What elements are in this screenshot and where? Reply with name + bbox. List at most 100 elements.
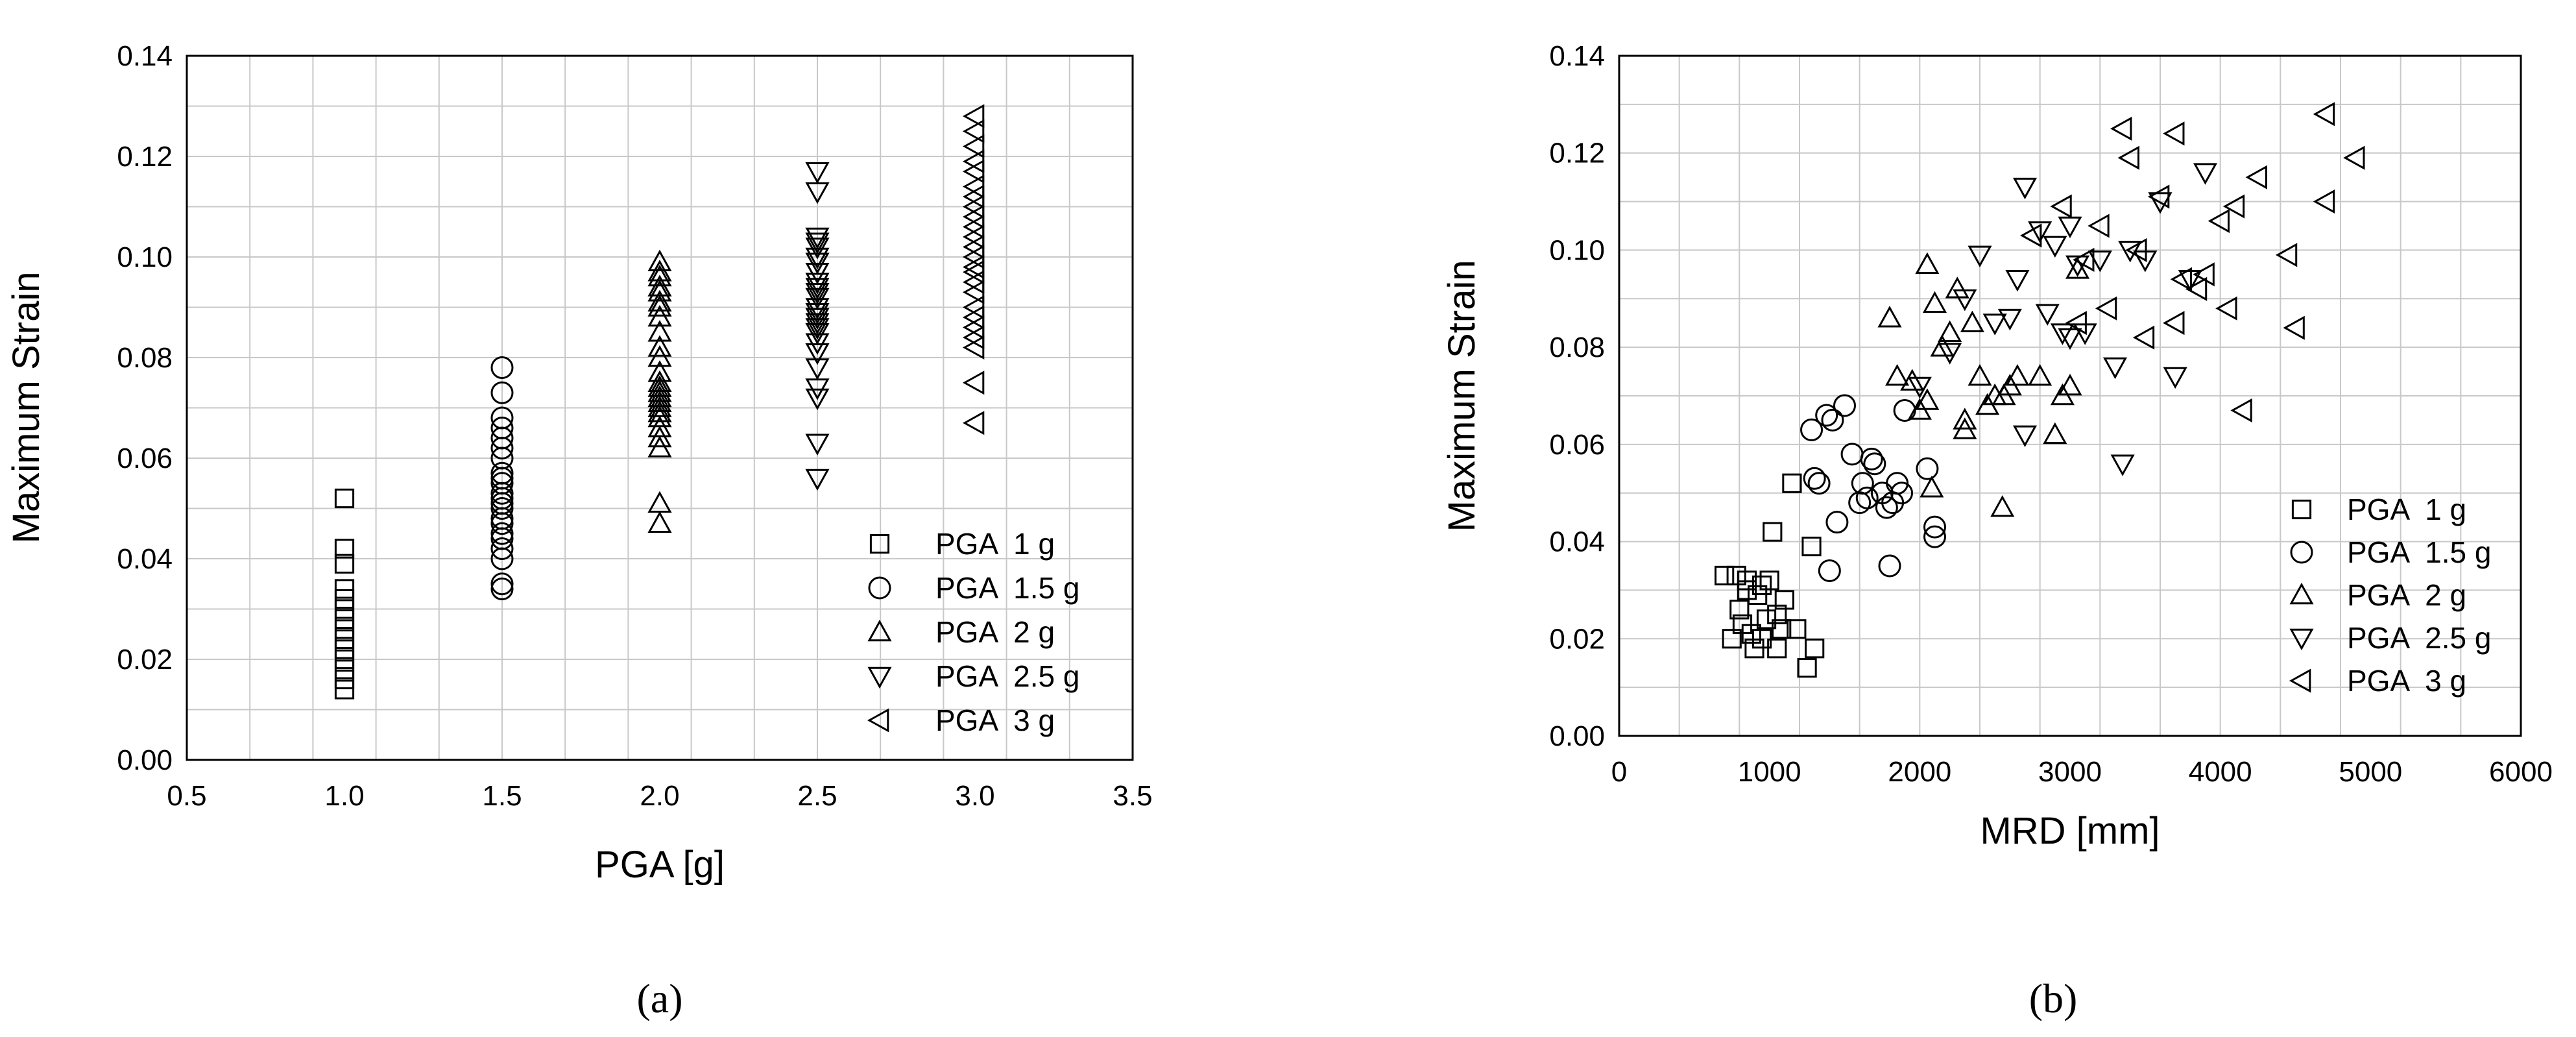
data-point [1923,525,1946,548]
data-point [1982,313,2007,336]
legend: PGA 1 g PGA 1.5 g PGA 2 g PGA 2.5 g PGA 3 g [867,527,1079,737]
data-point [647,295,672,317]
legend-label: PGA 1 g [2347,493,2466,526]
data-point [1855,486,1879,509]
data-point [2073,247,2095,272]
series-1 [1715,473,1825,678]
data-point [2215,296,2237,321]
data-point [2313,102,2335,127]
data-point [490,497,514,520]
data-point [1715,565,1735,586]
data-point [2050,194,2072,219]
legend-marker [869,533,890,554]
data-point [962,149,985,174]
data-point [2245,165,2267,189]
data-point [805,238,830,260]
y-tick-label: 0.06 [1549,429,1605,461]
legend-label: PGA 3 g [2347,664,2466,698]
data-point [1807,472,1831,495]
data-point [334,579,355,599]
data-point [334,539,355,559]
data-point [1805,639,1825,659]
data-point [1885,363,1910,386]
data-point [1990,495,2015,517]
data-point [1726,565,1746,586]
data-point [1968,245,1992,268]
x-tick-label: 3.5 [1113,780,1152,812]
data-point [1930,335,1955,357]
y-tick-label: 0.14 [1549,40,1605,72]
data-point [805,388,830,411]
data-point [490,381,514,404]
data-point [805,162,830,184]
data-point [1851,472,1874,495]
x-tick-label: 0 [1611,756,1627,788]
data-point [1825,511,1849,534]
data-point [490,537,514,560]
data-point [805,262,830,285]
x-tick-label: 5000 [2339,756,2402,788]
y-tick-label: 0.04 [117,543,173,575]
data-point [490,356,514,379]
x-axis-title: MRD [mm] [1980,810,2160,852]
data-point [2050,323,2075,345]
series-5 [962,104,985,435]
data-point [1737,580,1757,600]
data-point [1878,554,1901,578]
data-point [2005,270,2030,292]
data-point [2163,121,2185,146]
data-point [2088,250,2112,273]
data-point [1722,629,1742,649]
data-point [2313,189,2335,214]
data-point [647,249,672,272]
y-tick-label: 0.08 [1549,332,1605,363]
legend: PGA 1 g PGA 1.5 g PGA 2 g PGA 2.5 g PGA 3 g [2289,493,2491,698]
legend-marker [2289,668,2311,693]
data-point [1729,600,1750,620]
x-tick-label: 3.0 [955,780,994,812]
data-point [2035,304,2060,326]
data-point [1923,515,1946,539]
data-point [334,554,355,574]
x-tick-label: 2.0 [640,780,679,812]
y-tick-label: 0.10 [117,241,173,273]
data-point [334,679,355,700]
data-point [805,278,830,300]
x-axis-title: PGA [g] [595,844,725,886]
legend-marker [867,666,892,689]
data-point [1992,383,2016,406]
data-point [490,417,514,439]
legend-label: PGA 2.5 g [2347,621,2491,655]
data-point [1860,447,1883,470]
data-point [2193,163,2218,185]
data-point [1800,418,1824,441]
data-point [2005,363,2030,386]
data-point [334,488,355,509]
data-point [490,572,514,596]
data-point [334,599,355,619]
data-point [1797,658,1817,678]
y-tick-label: 0.06 [117,443,173,474]
legend-label: PGA 3 g [935,703,1055,737]
data-point [2028,363,2052,386]
data-point [2058,328,2082,350]
legend-label: PGA 2.5 g [935,659,1079,693]
data-point [647,335,672,357]
data-point [1875,496,1898,519]
data-point [1833,394,1856,417]
data-point [2012,425,2038,447]
data-point [2117,145,2139,170]
x-tick-label: 4000 [2189,756,2252,788]
data-point [962,174,985,199]
data-point [1821,408,1844,432]
data-point [805,469,830,491]
legend-label: PGA 1.5 g [935,571,1079,605]
gridlines [1619,56,2521,736]
data-point [962,371,985,395]
data-point [2088,214,2110,238]
data-point [805,227,830,250]
data-point [2283,315,2305,340]
series-2 [490,356,514,600]
data-point [2058,373,2082,396]
data-point [1751,575,1772,596]
